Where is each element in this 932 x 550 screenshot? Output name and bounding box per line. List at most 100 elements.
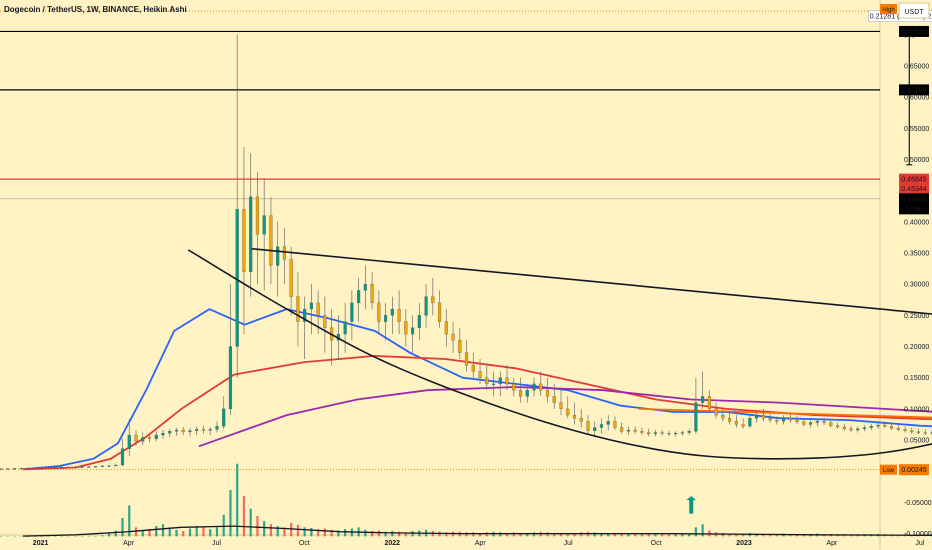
y-tick-label: 0.65000: [904, 63, 929, 70]
price-label-3: 0.45344: [901, 186, 926, 193]
candle-body: [93, 466, 98, 468]
currency-label: USDT: [904, 9, 924, 16]
volume-bar: [384, 531, 387, 537]
candle-body: [788, 418, 792, 421]
volume-bar: [532, 532, 536, 537]
candle-body: [916, 431, 921, 433]
candle-body: [444, 321, 448, 335]
x-tick-label: 2023: [736, 540, 752, 547]
volume-bar: [344, 529, 347, 537]
volume-bar: [391, 531, 394, 537]
candle-body: [363, 283, 367, 291]
volume-bar: [128, 505, 131, 537]
candle-body: [343, 321, 347, 335]
candle-body: [525, 389, 529, 397]
candle-body: [552, 396, 556, 403]
candle-body: [303, 308, 307, 322]
candle-body: [309, 302, 313, 310]
volume-bar: [229, 489, 232, 537]
price-label-box-3: [899, 182, 929, 194]
price-label-1: 0.61163: [902, 87, 927, 94]
volume-bar: [337, 530, 340, 537]
low-tag-label: Low: [883, 468, 895, 474]
high-tag: [880, 4, 897, 14]
candle-body: [593, 427, 597, 431]
countdown-label: 1d 8h: [905, 206, 923, 213]
candle-body: [782, 418, 786, 422]
volume-bar: [107, 533, 111, 537]
x-tick-label: Jul: [564, 540, 573, 547]
volume-bar: [303, 527, 306, 537]
candle-body: [545, 389, 550, 397]
candle-body: [269, 215, 273, 266]
volume-bar: [404, 532, 407, 537]
volume-bar: [148, 529, 151, 537]
currency-selector[interactable]: [898, 2, 930, 19]
candle-body: [141, 437, 145, 442]
candle-body: [829, 422, 833, 426]
candle-body: [13, 468, 17, 470]
candle-body: [127, 434, 131, 449]
volume-bar: [688, 534, 691, 537]
price-label-5: 0.00245: [901, 467, 926, 474]
candle-body: [795, 419, 799, 423]
volume-bar: [269, 524, 273, 537]
candle-body: [728, 418, 732, 422]
candle-body: [694, 402, 698, 432]
candle-body: [80, 466, 84, 468]
candle-body: [849, 428, 853, 431]
candle-body: [701, 396, 705, 403]
candle-body: [464, 352, 469, 366]
volume-bar: [559, 532, 563, 537]
volume-average-line: [22, 525, 932, 537]
x-tick-label: Oct: [651, 540, 662, 547]
candle-body: [721, 414, 725, 419]
candle-body: [714, 408, 718, 416]
volume-bar: [209, 529, 212, 537]
candle-body: [835, 425, 840, 428]
candle-body: [566, 408, 570, 416]
candle-body: [87, 466, 91, 468]
candle-body: [923, 432, 927, 434]
candle-body: [397, 308, 401, 322]
candle-body: [869, 426, 873, 428]
x-tick-label: Apr: [123, 540, 135, 547]
candle-body: [282, 246, 286, 260]
candle-body: [680, 432, 684, 434]
y-tick-label: 0.35000: [904, 250, 929, 257]
candle-body: [606, 421, 610, 425]
y-tick-label: 0.15000: [904, 375, 929, 382]
candle-body: [249, 196, 253, 272]
volume-bar: [499, 532, 502, 537]
candle-body: [235, 209, 239, 347]
candle-body: [120, 448, 125, 466]
candle-body: [201, 429, 206, 431]
volume-bar: [182, 531, 185, 537]
y-tick-label: 0.60000: [904, 95, 929, 102]
candle-body: [296, 296, 300, 322]
candle-body: [390, 308, 394, 316]
candle-body: [809, 422, 813, 425]
candle-body: [215, 426, 219, 430]
candle-body: [458, 340, 462, 353]
candle-body: [579, 418, 583, 422]
volume-bar: [263, 521, 266, 537]
candle-body: [384, 315, 388, 322]
y-tick-label: 0.50000: [904, 157, 929, 164]
volume-bar: [789, 534, 792, 537]
candle-body: [377, 302, 381, 322]
volume-bar: [310, 527, 313, 537]
candle-body: [26, 467, 30, 470]
price-label-box-1: [899, 84, 929, 96]
volume-bar: [242, 496, 246, 537]
volume-bar: [512, 532, 515, 537]
volume-bar: [769, 534, 772, 537]
candle-body: [19, 468, 23, 470]
y-tick-label: -0.05000: [904, 500, 932, 507]
x-tick-label: 2021: [33, 540, 49, 547]
price-label-4: 0.43685: [901, 196, 926, 203]
moving-averages: [22, 308, 932, 471]
candle-body: [512, 383, 516, 391]
time-axis: Oct2021AprJulOct2022AprJulOct2023AprJulO…: [33, 540, 925, 547]
